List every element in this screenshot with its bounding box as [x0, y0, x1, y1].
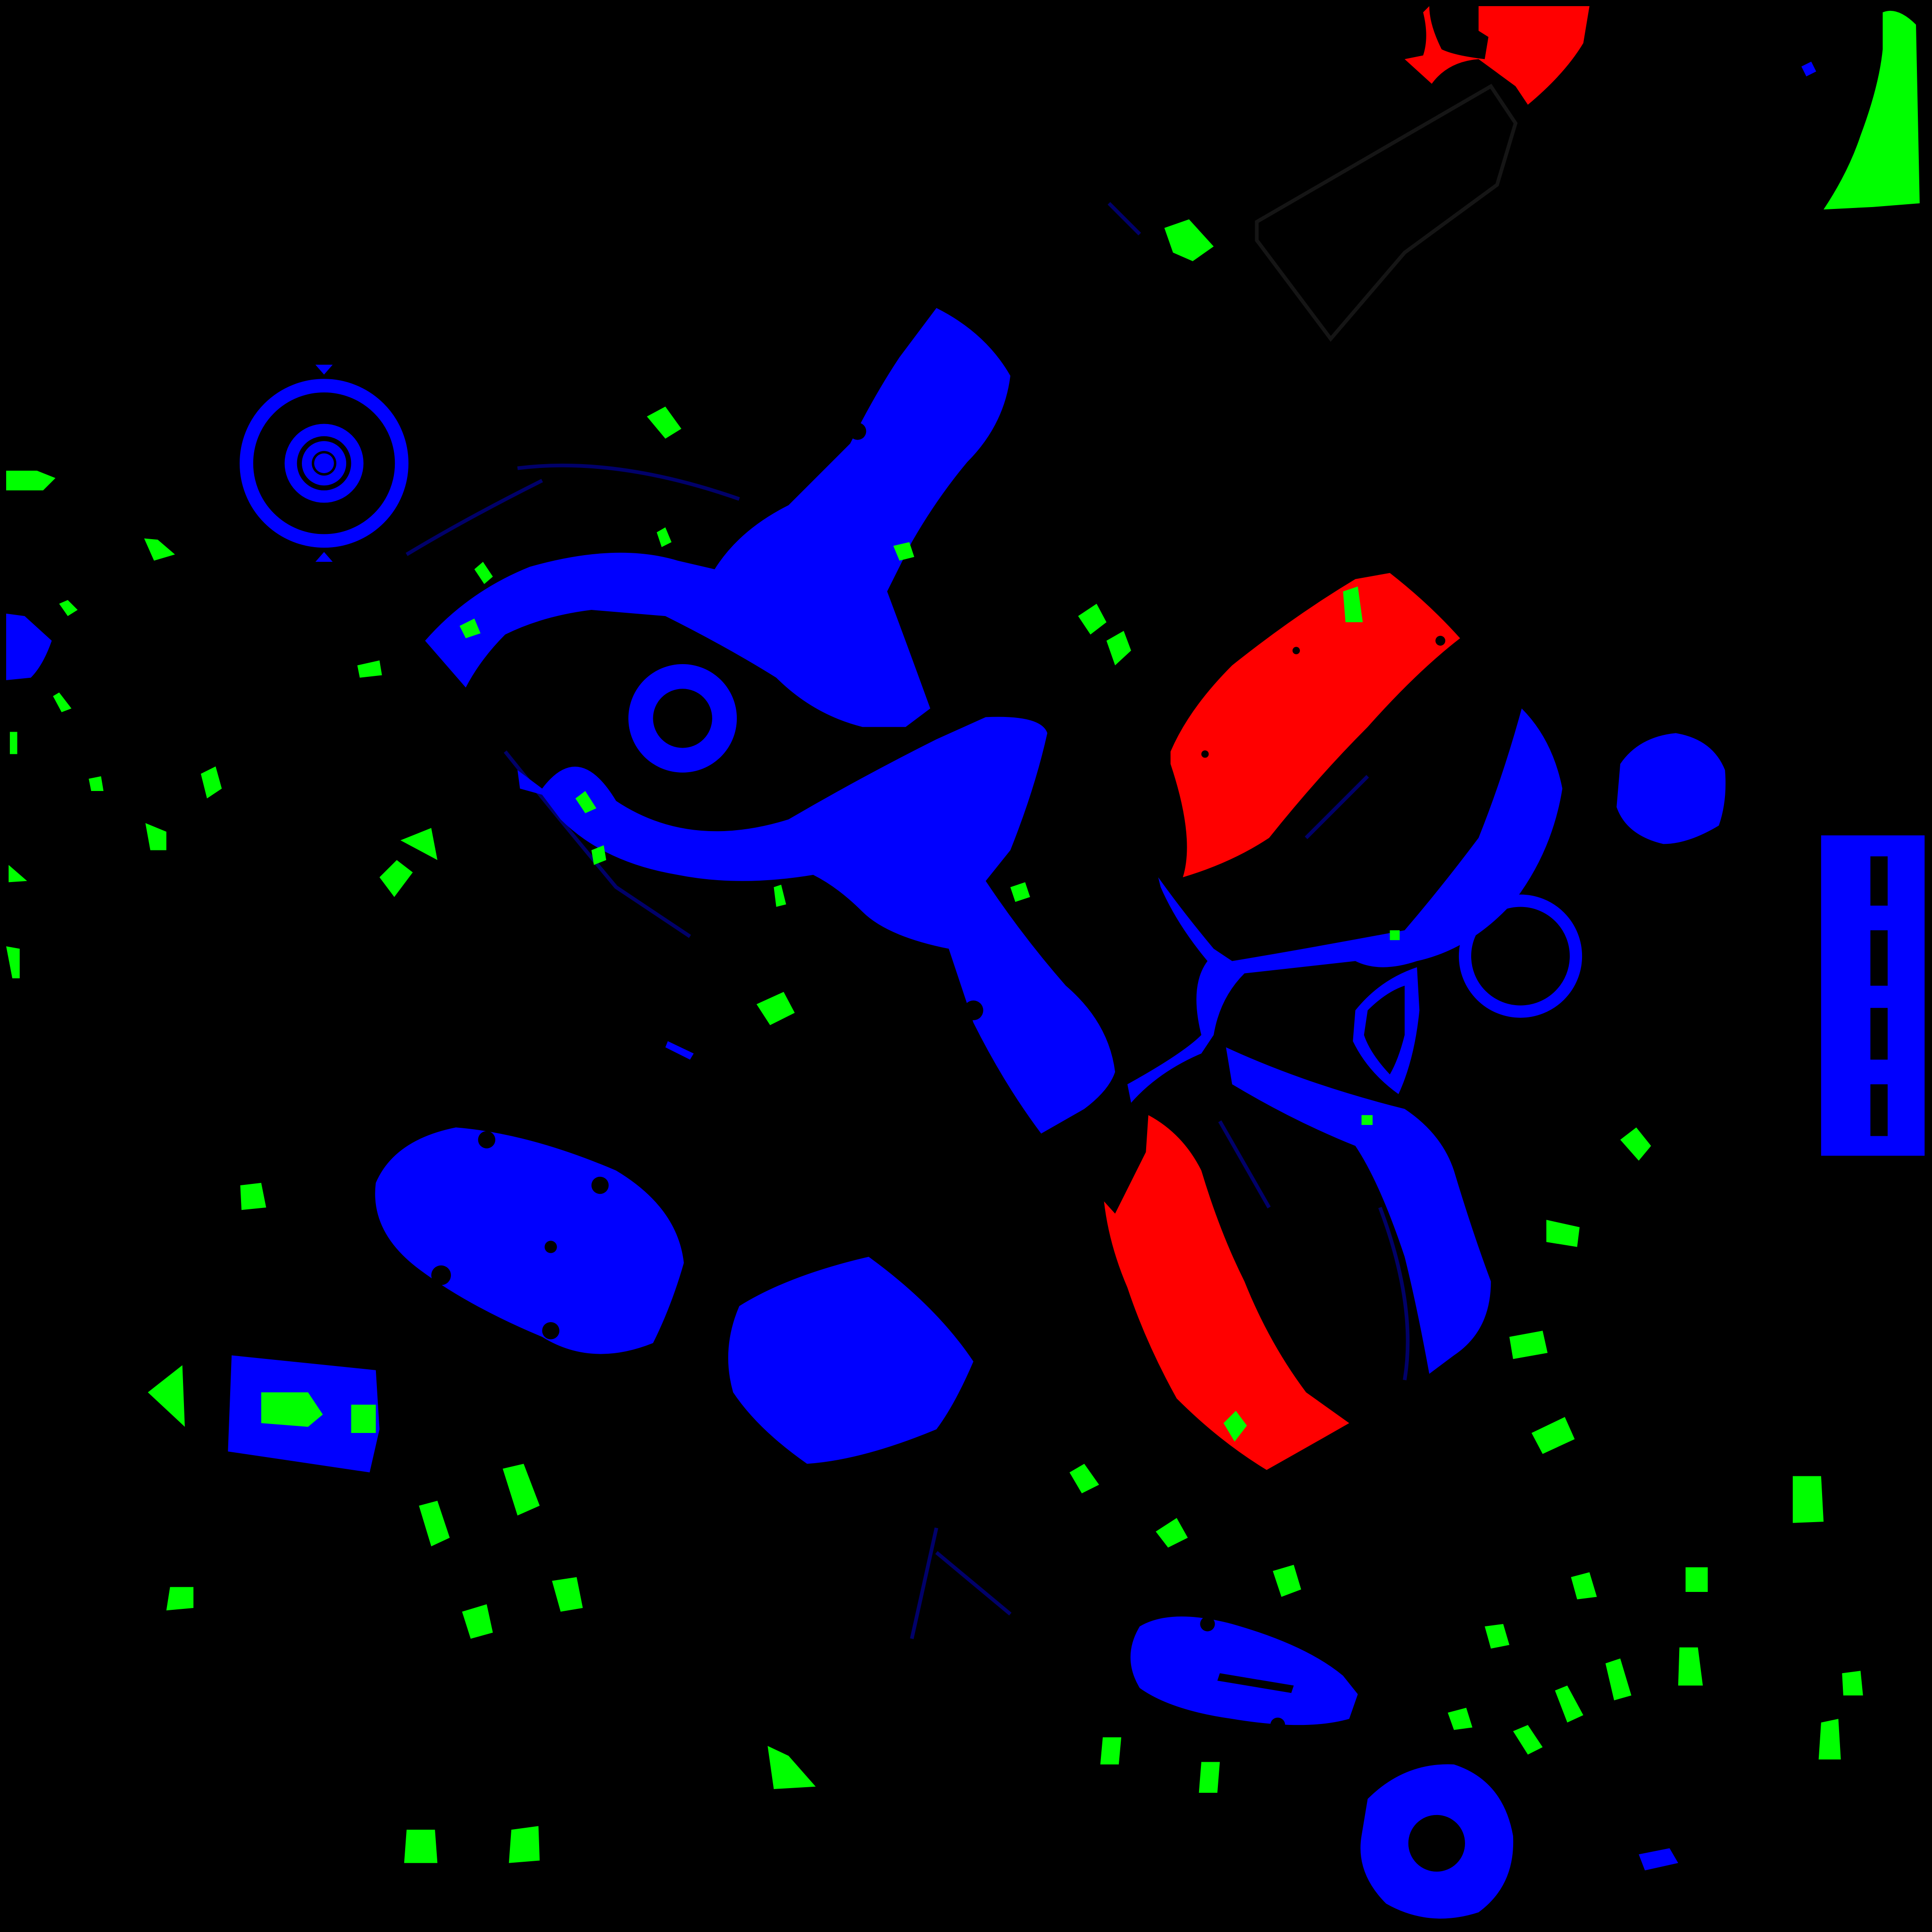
- blue-island-upper-arm: [425, 308, 1011, 727]
- blue-ring-target: [240, 365, 408, 562]
- blue-island-lower-arm: [517, 716, 1116, 1134]
- green-fragments: [6, 219, 1863, 1863]
- blue-small-chip-top: [1801, 61, 1816, 76]
- wire-outline-top: [1255, 83, 1518, 342]
- blue-small-chip-right: [1639, 1848, 1678, 1871]
- blue-pill-bottom: [1130, 1616, 1358, 1725]
- blue-island-oval-left: [375, 1127, 684, 1354]
- blue-gear-bottom: [1360, 1764, 1514, 1919]
- red-island-lower-right: [1104, 1115, 1349, 1470]
- wire-outline-center: [406, 463, 740, 938]
- blue-ring-right: [1458, 894, 1582, 1018]
- red-island-top: [1404, 6, 1590, 105]
- wire-outline-bottom: [910, 202, 1141, 1640]
- blue-ring-center: [628, 664, 737, 773]
- green-island-top-right: [1824, 10, 1920, 210]
- blue-rounded-square: [1616, 733, 1726, 844]
- mounting-holes: [431, 423, 1446, 1732]
- blue-strip-right: [1821, 835, 1925, 1156]
- red-island-upper-right: [1170, 573, 1460, 877]
- blue-left-edge-piece: [6, 613, 52, 680]
- blue-island-right-frame: [1127, 708, 1563, 1374]
- blue-small-dash: [665, 1041, 694, 1060]
- blue-island-octagon: [728, 1257, 974, 1464]
